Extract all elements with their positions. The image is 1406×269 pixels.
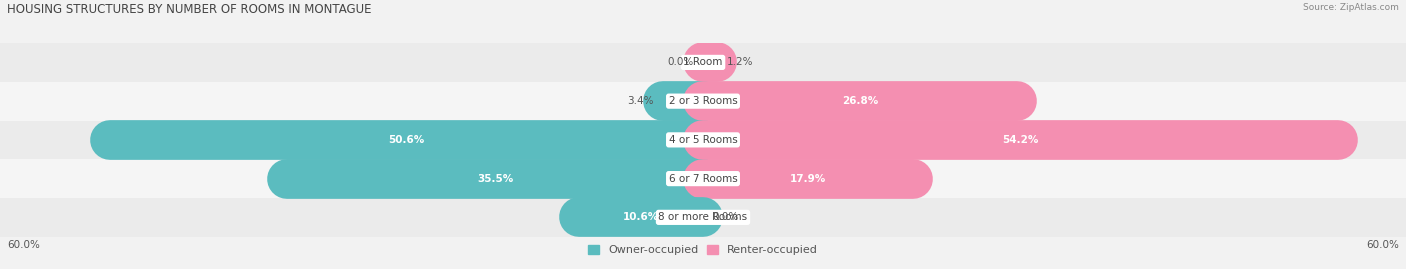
Text: 50.6%: 50.6%: [388, 135, 425, 145]
Text: 35.5%: 35.5%: [477, 174, 513, 184]
Bar: [0, 121, 1406, 159]
Text: 17.9%: 17.9%: [790, 174, 825, 184]
Text: 1 Room: 1 Room: [683, 57, 723, 68]
Text: 3.4%: 3.4%: [627, 96, 654, 106]
Text: 60.0%: 60.0%: [1367, 239, 1399, 250]
Text: Source: ZipAtlas.com: Source: ZipAtlas.com: [1303, 3, 1399, 12]
Bar: [0, 198, 1406, 237]
Text: 60.0%: 60.0%: [7, 239, 39, 250]
Bar: [0, 43, 1406, 82]
Legend: Owner-occupied, Renter-occupied: Owner-occupied, Renter-occupied: [583, 241, 823, 260]
Text: 8 or more Rooms: 8 or more Rooms: [658, 212, 748, 222]
Text: 10.6%: 10.6%: [623, 212, 659, 222]
Text: 0.0%: 0.0%: [668, 57, 693, 68]
Text: 2 or 3 Rooms: 2 or 3 Rooms: [669, 96, 737, 106]
Text: 54.2%: 54.2%: [1002, 135, 1039, 145]
Text: 26.8%: 26.8%: [842, 96, 879, 106]
Text: HOUSING STRUCTURES BY NUMBER OF ROOMS IN MONTAGUE: HOUSING STRUCTURES BY NUMBER OF ROOMS IN…: [7, 3, 371, 16]
Bar: [0, 82, 1406, 121]
Text: 4 or 5 Rooms: 4 or 5 Rooms: [669, 135, 737, 145]
Text: 1.2%: 1.2%: [727, 57, 754, 68]
Text: 0.0%: 0.0%: [713, 212, 738, 222]
Bar: [0, 159, 1406, 198]
Text: 6 or 7 Rooms: 6 or 7 Rooms: [669, 174, 737, 184]
